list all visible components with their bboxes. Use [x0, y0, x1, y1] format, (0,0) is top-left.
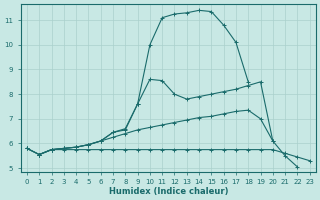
X-axis label: Humidex (Indice chaleur): Humidex (Indice chaleur)	[108, 187, 228, 196]
